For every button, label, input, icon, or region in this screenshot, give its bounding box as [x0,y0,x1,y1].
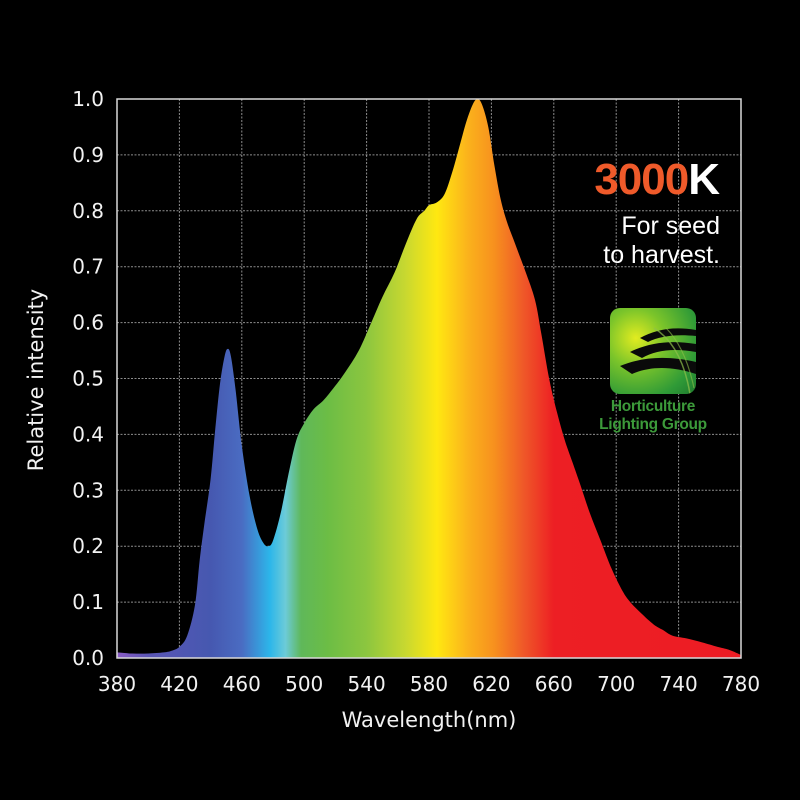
y-tick-label: 0.1 [72,590,104,614]
company-logo: Horticulture Lighting Group [588,308,718,434]
logo-line-1: Horticulture [610,398,696,415]
y-tick-label: 0.2 [72,534,104,558]
y-tick-label: 0.7 [72,255,104,279]
y-tick-label: 0.3 [72,478,104,502]
x-axis-ticks: 380 420 460 500 540 580 620 660 700 740 780 [98,672,760,696]
y-tick-label: 0.6 [72,311,104,335]
y-tick-label: 0.8 [72,199,104,223]
cct-number: 3000 [594,155,689,204]
y-tick-label: 0.5 [72,367,104,391]
leaf-logo-icon [610,308,696,394]
y-axis-label: Relative intensity [24,289,48,471]
x-axis-label: Wavelength(nm) [342,708,517,732]
tagline-line-2: to harvest. [603,241,720,269]
x-tick-label: 580 [410,672,448,696]
x-tick-label: 660 [535,672,573,696]
x-tick-label: 780 [722,672,760,696]
x-tick-label: 540 [348,672,386,696]
tagline-line-1: For seed [621,212,720,240]
tagline: For seed to harvest. [603,212,720,270]
x-tick-label: 740 [660,672,698,696]
y-tick-label: 1.0 [72,87,104,111]
logo-text: Horticulture Lighting Group [588,398,718,434]
x-tick-label: 380 [98,672,136,696]
x-tick-label: 420 [160,672,198,696]
y-tick-label: 0.9 [72,143,104,167]
x-tick-label: 700 [597,672,635,696]
y-tick-label: 0.4 [72,422,104,446]
x-tick-label: 500 [285,672,323,696]
spectrum-area [117,99,741,658]
x-tick-label: 620 [472,672,510,696]
y-axis-ticks: 0.0 0.1 0.2 0.3 0.4 0.5 0.6 0.7 0.8 0.9 1.0 [72,87,104,670]
x-tick-label: 460 [223,672,261,696]
cct-unit: K [688,155,720,204]
logo-line-2: Lighting Group [599,416,707,433]
plot-frame [116,98,742,659]
y-tick-label: 0.0 [72,646,104,670]
cct-badge: 3000K [594,155,720,204]
